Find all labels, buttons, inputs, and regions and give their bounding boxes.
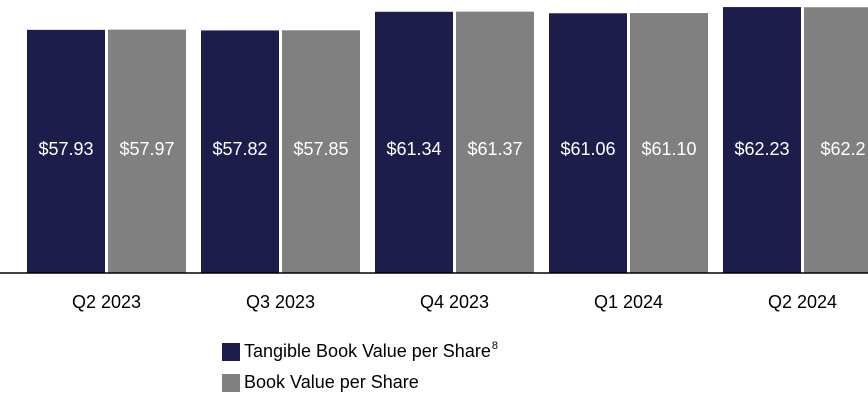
legend-swatch bbox=[222, 343, 240, 361]
x-tick-label: Q2 2023 bbox=[72, 292, 141, 312]
value-label: $57.97 bbox=[119, 139, 174, 159]
bar bbox=[456, 11, 534, 273]
bar bbox=[723, 7, 801, 273]
bar bbox=[630, 13, 708, 273]
bar bbox=[549, 13, 627, 273]
bar bbox=[804, 7, 868, 274]
bar bbox=[201, 30, 279, 274]
value-label: $61.34 bbox=[386, 139, 441, 159]
value-label: $62.2 bbox=[820, 139, 865, 159]
value-label: $61.37 bbox=[467, 139, 522, 159]
x-tick-label: Q1 2024 bbox=[594, 292, 663, 312]
x-tick-label: Q4 2023 bbox=[420, 292, 489, 312]
legend-label: Tangible Book Value per Share bbox=[244, 341, 491, 361]
value-label: $57.85 bbox=[293, 139, 348, 159]
bar bbox=[282, 30, 360, 273]
x-tick-label: Q3 2023 bbox=[246, 292, 315, 312]
value-label: $61.06 bbox=[560, 139, 615, 159]
legend-footnote: 8 bbox=[492, 340, 498, 352]
value-label: $57.82 bbox=[212, 139, 267, 159]
bar bbox=[108, 29, 186, 274]
bar bbox=[27, 29, 105, 274]
value-label: $62.23 bbox=[734, 139, 789, 159]
x-tick-label: Q2 2024 bbox=[768, 292, 837, 312]
legend-label: Book Value per Share bbox=[244, 372, 419, 392]
value-label: $57.93 bbox=[38, 139, 93, 159]
value-label: $61.10 bbox=[641, 139, 696, 159]
legend-swatch bbox=[222, 374, 240, 392]
bar bbox=[375, 11, 453, 273]
